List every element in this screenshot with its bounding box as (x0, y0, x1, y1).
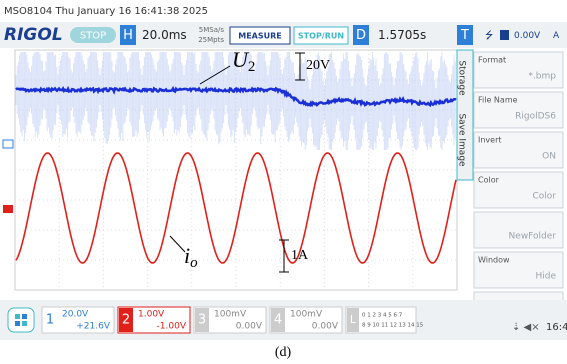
menu-button[interactable] (474, 212, 563, 248)
menu-value: Color (533, 192, 557, 202)
trigger-source (500, 30, 509, 40)
channel-offset: 0.00V (236, 322, 263, 332)
channel-scale: 20.0V (62, 310, 89, 320)
stop-run: STOP/RUN (298, 32, 344, 41)
bottom-scale-label: 1A (291, 248, 309, 263)
menu-value: ON (542, 152, 556, 162)
channel-2-marker (3, 205, 13, 213)
menu-label: File Name (478, 96, 518, 105)
menu-label: Format (478, 56, 506, 65)
channel-number: 3 (198, 313, 206, 328)
measure: MEASURE (238, 32, 282, 41)
menu-value: *.bmp (528, 72, 556, 82)
brand: RIGOL (4, 25, 63, 45)
menu-icon (22, 321, 27, 326)
channel-number: 1 (46, 313, 54, 328)
channel-scale: 100mV (214, 310, 247, 320)
trigger-mode: A (553, 31, 560, 41)
menu-value: Hide (535, 272, 556, 282)
timebase: 20.0ms (142, 28, 187, 42)
channel-offset: +21.6V (76, 322, 111, 332)
sample-rate: 5MSa/s (199, 26, 225, 34)
channel-offset: -1.00V (157, 322, 187, 332)
menu-icon (15, 321, 20, 326)
menu-value: RigolDS6 (515, 112, 556, 122)
logic-row: 0 1 2 3 4 5 6 7 (362, 313, 403, 319)
h-label: H (123, 28, 133, 43)
clock: 16:41 (546, 322, 567, 333)
io-subscript: o (190, 255, 198, 271)
u2-subscript: 2 (248, 59, 256, 75)
memory-depth: 25Mpts (198, 36, 224, 44)
trigger-level: 0.00V (514, 31, 541, 41)
menu-icon (15, 314, 20, 319)
oscilloscope-screenshot: MSO8104 Thu January 16 16:41:38 2025 RIG… (0, 0, 567, 364)
menu-icon (22, 314, 27, 319)
trigger-icon: ⭍ (485, 30, 493, 42)
t-label: T (460, 28, 469, 43)
logic-row: 8 9 10 11 12 13 14 15 (362, 323, 424, 329)
channel-scale: 100mV (290, 310, 323, 320)
channel-number: 4 (274, 313, 282, 328)
header-text: MSO8104 Thu January 16 16:41:38 2025 (4, 6, 208, 17)
logic-label: L (350, 313, 357, 326)
channel-number: 2 (122, 313, 130, 328)
delay: 1.5705s (378, 28, 426, 42)
menu-label: Color (478, 176, 500, 185)
caption: (d) (275, 345, 292, 360)
menu-label: Invert (478, 136, 502, 145)
menu-label: Window (478, 256, 510, 265)
channel-1-marker (3, 140, 13, 148)
top-scale-label: 20V (306, 58, 330, 73)
channel-offset: 0.00V (312, 322, 339, 332)
status-icons: ⇣ ◀× (512, 322, 540, 333)
side-tab[interactable]: Save Image (457, 113, 467, 167)
d-label: D (356, 28, 366, 43)
status: STOP (80, 31, 106, 42)
menu-value: NewFolder (509, 232, 557, 242)
side-menu: Format *.bmp File Name RigolDS6 Invert ON Colo… (474, 52, 563, 328)
menu-button[interactable] (8, 308, 34, 332)
channel-scale: 1.00V (138, 310, 165, 320)
side-tab[interactable]: Storage (457, 60, 467, 96)
